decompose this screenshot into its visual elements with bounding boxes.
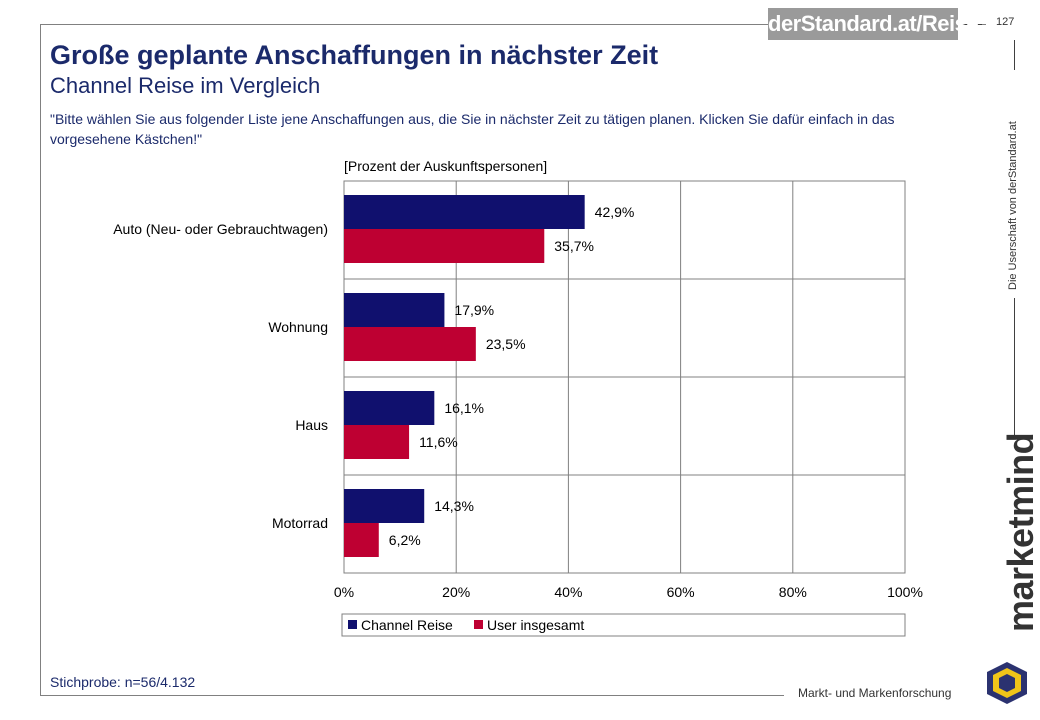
x-tick-label: 20%: [442, 584, 470, 600]
bar: [344, 391, 435, 425]
legend-swatch: [474, 620, 483, 629]
bar: [344, 489, 425, 523]
data-label: 23,5%: [486, 336, 526, 352]
bar: [344, 425, 410, 459]
frame-top-right-tick: [962, 24, 982, 25]
bar: [344, 327, 476, 361]
slide-title: Große geplante Anschaffungen in nächster…: [50, 40, 659, 70]
data-label: 35,7%: [554, 238, 594, 254]
data-label: 42,9%: [595, 204, 635, 220]
y-category-label: Wohnung: [268, 319, 328, 335]
derstandard-logo: derStandard.at/Reise: [768, 8, 979, 40]
data-label: 6,2%: [389, 532, 421, 548]
bar: [344, 195, 585, 229]
y-category-label: Motorrad: [272, 515, 328, 531]
y-category-label: Haus: [295, 417, 328, 433]
x-tick-label: 0%: [334, 584, 354, 600]
frame-right-line-mid: [1014, 298, 1015, 438]
legend-swatch: [348, 620, 357, 629]
x-tick-label: 40%: [554, 584, 582, 600]
data-label: 14,3%: [434, 498, 474, 514]
data-label: 16,1%: [444, 400, 484, 416]
data-label: 11,6%: [419, 434, 458, 450]
bar: [344, 229, 545, 263]
frame-right-line-top: [1014, 40, 1015, 70]
y-category-label: Auto (Neu- oder Gebrauchtwagen): [113, 221, 328, 237]
data-label: 17,9%: [454, 302, 494, 318]
frame-bottom-line: [40, 695, 784, 696]
bar: [344, 293, 445, 327]
slide-subtitle: Channel Reise im Vergleich: [50, 73, 321, 98]
cube-logo-icon: [987, 662, 1027, 704]
x-tick-label: 80%: [779, 584, 807, 600]
x-tick-label: 100%: [887, 584, 923, 600]
frame-left-line: [40, 24, 41, 696]
page-number: 127: [996, 16, 1015, 28]
sample-size: Stichprobe: n=56/4.132: [50, 674, 196, 690]
chart-title: [Prozent der Auskunftspersonen]: [344, 158, 547, 174]
legend-label: User insgesamt: [487, 617, 584, 633]
legend-box: [341, 613, 906, 637]
frame-top-line: [40, 24, 986, 25]
footer-tagline: Markt- und Markenforschung: [798, 686, 952, 700]
bar: [344, 523, 379, 557]
survey-question: "Bitte wählen Sie aus folgender Liste je…: [50, 111, 895, 147]
legend-label: Channel Reise: [361, 617, 453, 633]
x-tick-label: 60%: [667, 584, 695, 600]
